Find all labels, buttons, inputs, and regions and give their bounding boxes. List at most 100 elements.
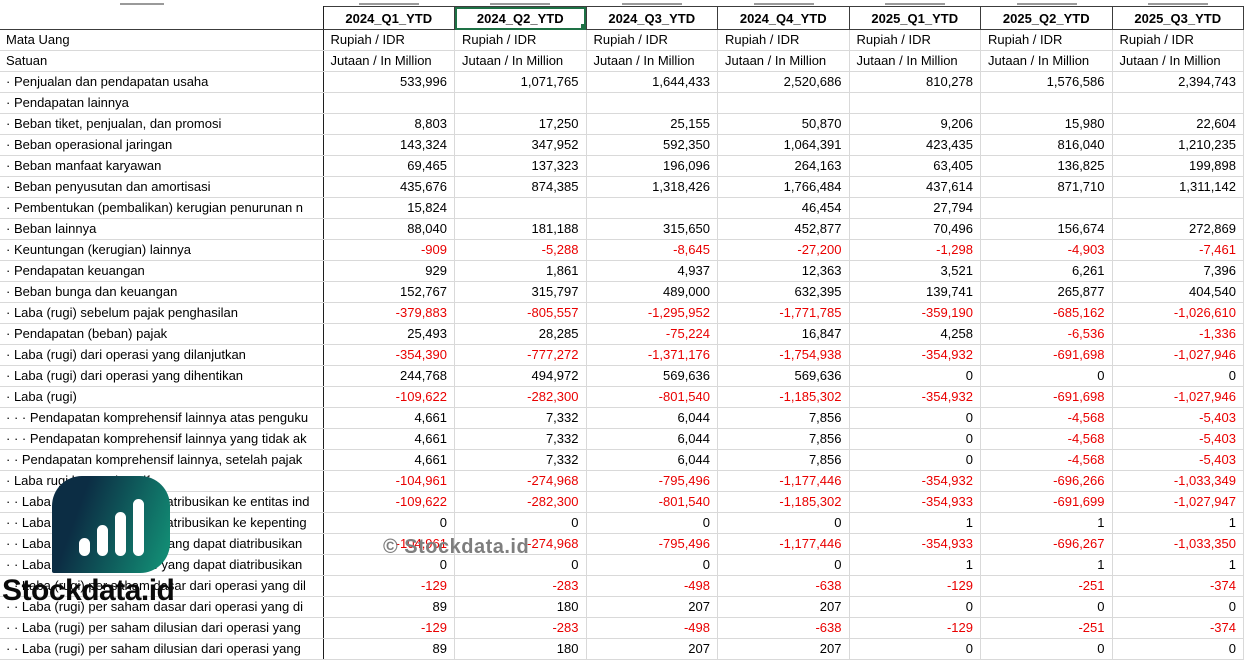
cell[interactable]: 1 — [1111, 554, 1244, 576]
cell[interactable]: 2,394,743 — [1111, 71, 1244, 93]
cell[interactable]: 199,898 — [1111, 155, 1244, 177]
cell[interactable]: -1,185,302 — [717, 491, 850, 513]
cell[interactable]: 423,435 — [848, 134, 981, 156]
cell[interactable]: 0 — [848, 407, 981, 429]
cell[interactable]: 25,155 — [585, 113, 718, 135]
cell[interactable]: 404,540 — [1111, 281, 1244, 303]
cell[interactable]: 6,261 — [980, 260, 1113, 282]
cell[interactable]: 2,520,686 — [717, 71, 850, 93]
cell[interactable]: 816,040 — [980, 134, 1113, 156]
row-label[interactable]: Satuan — [0, 50, 324, 72]
cell[interactable]: -129 — [322, 575, 455, 597]
cell[interactable]: 0 — [848, 365, 981, 387]
cell[interactable]: 315,650 — [585, 218, 718, 240]
cell[interactable]: 7,856 — [717, 407, 850, 429]
cell[interactable]: 264,163 — [717, 155, 850, 177]
cell[interactable]: -274,968 — [454, 470, 587, 492]
cell[interactable]: -6,536 — [980, 323, 1113, 345]
cell[interactable]: 1 — [1111, 512, 1244, 534]
cell[interactable]: Jutaan / In Million — [980, 50, 1113, 72]
row-label[interactable]: · · Pendapatan komprehensif lainnya, set… — [0, 449, 324, 471]
cell[interactable]: -1,754,938 — [717, 344, 850, 366]
cell[interactable] — [1111, 92, 1244, 114]
cell[interactable] — [1111, 197, 1244, 219]
row-label[interactable]: · Laba (rugi) dari operasi yang dihentik… — [0, 365, 324, 387]
cell[interactable]: 4,258 — [848, 323, 981, 345]
cell[interactable]: -251 — [980, 617, 1113, 639]
cell[interactable]: -374 — [1111, 617, 1244, 639]
cell[interactable]: -638 — [717, 617, 850, 639]
cell[interactable]: 1,861 — [454, 260, 587, 282]
cell[interactable]: 15,824 — [322, 197, 455, 219]
cell[interactable]: 874,385 — [454, 176, 587, 198]
cell[interactable] — [980, 92, 1113, 114]
cell[interactable]: 494,972 — [454, 365, 587, 387]
cell[interactable]: -5,288 — [454, 239, 587, 261]
cell[interactable]: 4,661 — [322, 449, 455, 471]
cell[interactable]: -109,622 — [322, 386, 455, 408]
cell[interactable]: 1,210,235 — [1111, 134, 1244, 156]
cell[interactable]: -4,568 — [980, 428, 1113, 450]
row-label[interactable]: · Beban manfaat karyawan — [0, 155, 324, 177]
cell[interactable]: -282,300 — [454, 386, 587, 408]
cell[interactable]: 569,636 — [585, 365, 718, 387]
cell[interactable]: 12,363 — [717, 260, 850, 282]
cell[interactable]: 50,870 — [717, 113, 850, 135]
cell[interactable]: Rupiah / IDR — [717, 29, 850, 51]
cell[interactable]: 7,856 — [717, 428, 850, 450]
cell[interactable]: 180 — [454, 638, 587, 660]
row-label[interactable]: · Beban penyusutan dan amortisasi — [0, 176, 324, 198]
cell[interactable]: -354,390 — [322, 344, 455, 366]
cell[interactable]: 136,825 — [980, 155, 1113, 177]
cell[interactable]: 1,311,142 — [1111, 176, 1244, 198]
cell[interactable]: -795,496 — [585, 470, 718, 492]
cell[interactable]: -27,200 — [717, 239, 850, 261]
cell[interactable]: 4,661 — [322, 428, 455, 450]
cell[interactable]: 265,877 — [980, 281, 1113, 303]
cell[interactable]: -374 — [1111, 575, 1244, 597]
cell[interactable]: 46,454 — [717, 197, 850, 219]
row-label[interactable]: · · · Pendapatan komprehensif lainnya at… — [0, 407, 324, 429]
cell[interactable]: 7,856 — [717, 449, 850, 471]
cell[interactable]: -1,185,302 — [717, 386, 850, 408]
cell[interactable]: -1,033,350 — [1111, 533, 1244, 555]
column-header-2025_Q2_YTD[interactable]: 2025_Q2_YTD — [980, 6, 1113, 30]
cell[interactable]: -283 — [454, 575, 587, 597]
cell[interactable]: 22,604 — [1111, 113, 1244, 135]
cell[interactable]: -801,540 — [585, 386, 718, 408]
cell[interactable]: 0 — [1111, 638, 1244, 660]
cell[interactable]: 437,614 — [848, 176, 981, 198]
cell[interactable] — [717, 92, 850, 114]
cell[interactable]: 1,576,586 — [980, 71, 1113, 93]
cell[interactable]: 0 — [322, 512, 455, 534]
row-label[interactable]: · Pendapatan keuangan — [0, 260, 324, 282]
cell[interactable]: Jutaan / In Million — [322, 50, 455, 72]
cell[interactable]: 196,096 — [585, 155, 718, 177]
cell[interactable]: 272,869 — [1111, 218, 1244, 240]
cell[interactable]: 489,000 — [585, 281, 718, 303]
cell[interactable]: -1,027,947 — [1111, 491, 1244, 513]
cell[interactable]: -909 — [322, 239, 455, 261]
cell[interactable]: 181,188 — [454, 218, 587, 240]
cell[interactable]: 89 — [322, 596, 455, 618]
cell[interactable]: 0 — [848, 638, 981, 660]
cell[interactable]: 0 — [585, 554, 718, 576]
column-header-2024_Q2_YTD[interactable]: 2024_Q2_YTD — [454, 6, 587, 30]
cell[interactable]: 207 — [717, 596, 850, 618]
cell[interactable]: 1,318,426 — [585, 176, 718, 198]
cell[interactable]: 1,644,433 — [585, 71, 718, 93]
cell[interactable]: -5,403 — [1111, 449, 1244, 471]
cell[interactable]: 0 — [717, 512, 850, 534]
cell[interactable]: -282,300 — [454, 491, 587, 513]
cell[interactable]: 1 — [980, 554, 1113, 576]
cell[interactable]: -685,162 — [980, 302, 1113, 324]
cell[interactable]: 88,040 — [322, 218, 455, 240]
cell[interactable]: 0 — [585, 512, 718, 534]
cell[interactable]: 0 — [1111, 596, 1244, 618]
cell[interactable]: -251 — [980, 575, 1113, 597]
cell[interactable]: 1,071,765 — [454, 71, 587, 93]
cell[interactable]: -1,371,176 — [585, 344, 718, 366]
cell[interactable]: Jutaan / In Million — [454, 50, 587, 72]
cell[interactable] — [454, 92, 587, 114]
cell[interactable]: 0 — [848, 449, 981, 471]
